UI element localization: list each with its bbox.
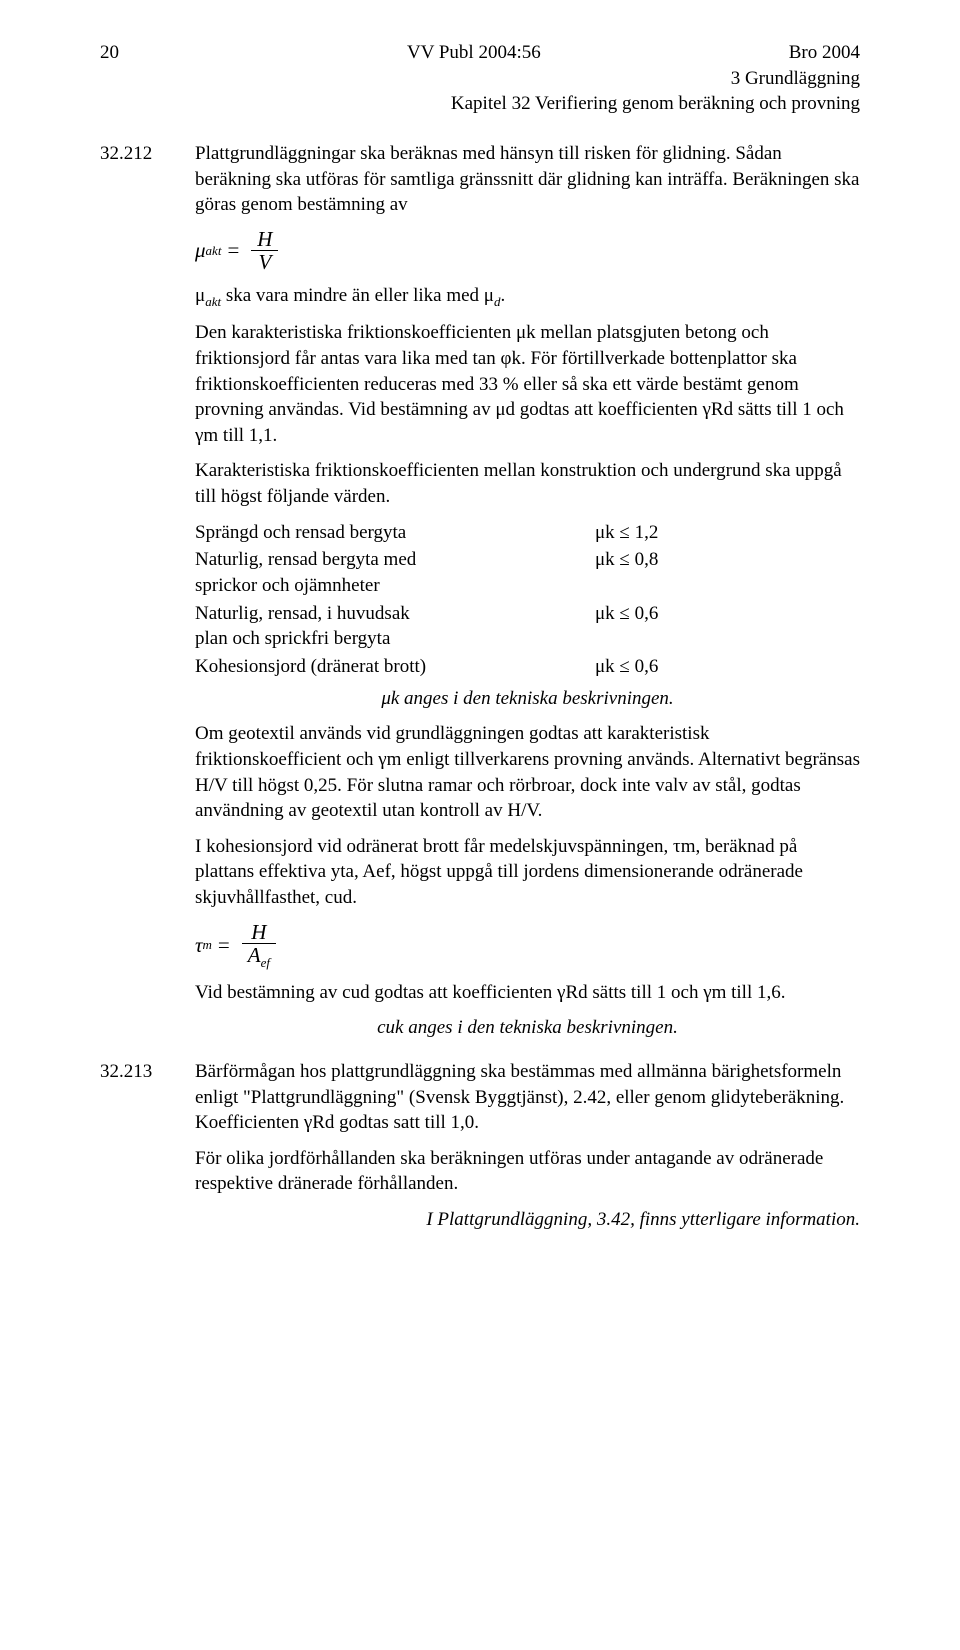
section-32-212: 32.212 Plattgrundläggningar ska beräknas… bbox=[100, 141, 860, 1051]
text: μ bbox=[195, 285, 205, 306]
paragraph: μakt ska vara mindre än eller lika med μ… bbox=[195, 283, 860, 310]
document-ref: Bro 2004 bbox=[789, 40, 860, 66]
table-row: Naturlig, rensad, i huvudsak plan och sp… bbox=[195, 601, 860, 652]
text: ska vara mindre än eller lika med μ bbox=[221, 285, 494, 306]
page-header-row2: 3 Grundläggning bbox=[100, 66, 860, 92]
denominator: V bbox=[252, 251, 277, 273]
note-italic: I Plattgrundläggning, 3.42, finns ytterl… bbox=[195, 1207, 860, 1233]
fraction: H V bbox=[251, 228, 278, 273]
note-italic: cuk anges i den tekniska beskrivningen. bbox=[195, 1015, 860, 1041]
section-content: Plattgrundläggningar ska beräknas med hä… bbox=[195, 141, 860, 1051]
table-cell-val: μk ≤ 0,6 bbox=[595, 601, 715, 627]
paragraph: Karakteristiska friktionskoefficienten m… bbox=[195, 458, 860, 509]
text: sprickor och ojämnheter bbox=[195, 573, 595, 599]
table-row: Naturlig, rensad bergyta med sprickor oc… bbox=[195, 547, 860, 598]
paragraph: Den karakteristiska friktionskoefficient… bbox=[195, 320, 860, 448]
page-header-row3: Kapitel 32 Verifiering genom beräkning o… bbox=[100, 91, 860, 117]
table-cell-desc: Naturlig, rensad bergyta med sprickor oc… bbox=[195, 547, 595, 598]
symbol-mu: μ bbox=[195, 236, 206, 264]
paragraph: Bärförmågan hos plattgrundläggning ska b… bbox=[195, 1059, 860, 1136]
subscript: akt bbox=[206, 242, 222, 260]
numerator: H bbox=[251, 228, 278, 250]
table-cell-val: μk ≤ 0,6 bbox=[595, 654, 715, 680]
table-cell-desc: Kohesionsjord (dränerat brott) bbox=[195, 654, 595, 680]
body: 32.212 Plattgrundläggningar ska beräknas… bbox=[100, 141, 860, 1233]
friction-table: Sprängd och rensad bergyta μk ≤ 1,2 Natu… bbox=[195, 520, 860, 680]
section-content: Bärförmågan hos plattgrundläggning ska b… bbox=[195, 1059, 860, 1233]
fraction: H Aef bbox=[242, 921, 276, 970]
subscript: m bbox=[203, 936, 212, 954]
text: . bbox=[501, 285, 506, 306]
subscript: ef bbox=[261, 955, 270, 970]
paragraph: I kohesionsjord vid odränerat brott får … bbox=[195, 834, 860, 911]
formula-mu-akt: μakt = H V bbox=[195, 228, 860, 273]
equals-sign: = bbox=[218, 931, 230, 959]
table-cell-desc: Sprängd och rensad bergyta bbox=[195, 520, 595, 546]
table-cell-val: μk ≤ 1,2 bbox=[595, 520, 715, 546]
equals-sign: = bbox=[227, 236, 239, 264]
table-row: Kohesionsjord (dränerat brott) μk ≤ 0,6 bbox=[195, 654, 860, 680]
note-italic: μk anges i den tekniska beskrivningen. bbox=[195, 686, 860, 712]
paragraph: Plattgrundläggningar ska beräknas med hä… bbox=[195, 141, 860, 218]
symbol-tau: τ bbox=[195, 931, 203, 959]
table-cell-desc: Naturlig, rensad, i huvudsak plan och sp… bbox=[195, 601, 595, 652]
text: Naturlig, rensad, i huvudsak bbox=[195, 601, 595, 627]
publication-ref: VV Publ 2004:56 bbox=[119, 40, 789, 66]
text: A bbox=[248, 943, 261, 967]
formula-tau-m: τm = H Aef bbox=[195, 921, 860, 970]
text: Naturlig, rensad bergyta med bbox=[195, 547, 595, 573]
document-page: 20 VV Publ 2004:56 Bro 2004 3 Grundläggn… bbox=[0, 0, 960, 1650]
subscript: akt bbox=[205, 294, 221, 309]
section-32-213: 32.213 Bärförmågan hos plattgrundläggnin… bbox=[100, 1059, 860, 1233]
section-number: 32.213 bbox=[100, 1059, 195, 1085]
page-header-row1: 20 VV Publ 2004:56 Bro 2004 bbox=[100, 40, 860, 66]
denominator: Aef bbox=[242, 944, 276, 970]
paragraph: Om geotextil används vid grundläggningen… bbox=[195, 721, 860, 824]
paragraph: Vid bestämning av cud godtas att koeffic… bbox=[195, 980, 860, 1006]
numerator: H bbox=[245, 921, 272, 943]
table-cell-val: μk ≤ 0,8 bbox=[595, 547, 715, 573]
table-row: Sprängd och rensad bergyta μk ≤ 1,2 bbox=[195, 520, 860, 546]
section-number: 32.212 bbox=[100, 141, 195, 167]
text: plan och sprickfri bergyta bbox=[195, 626, 595, 652]
page-number: 20 bbox=[100, 40, 119, 66]
paragraph: För olika jordförhållanden ska beräkning… bbox=[195, 1146, 860, 1197]
